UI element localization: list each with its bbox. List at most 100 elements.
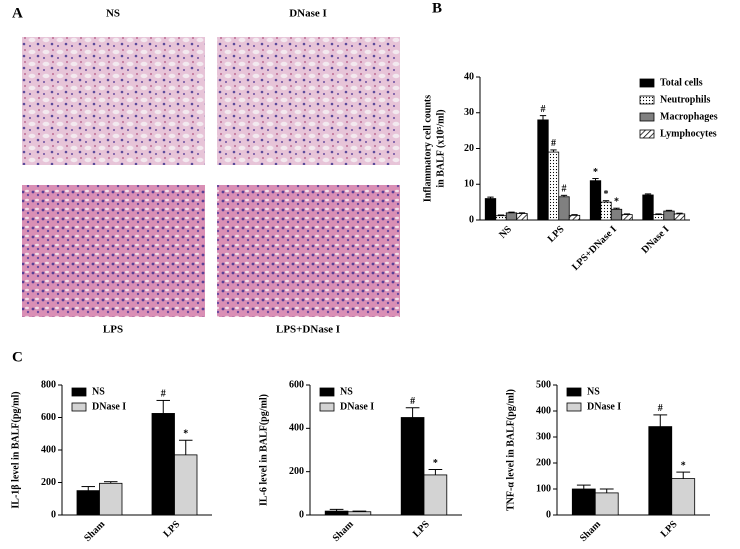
y-tick-label: 600 xyxy=(41,412,56,423)
legend-label: Total cells xyxy=(660,77,703,88)
panel-label: C xyxy=(12,349,23,365)
y-axis-label: Inflammatory cell counts xyxy=(422,95,433,202)
legend-label: Lymphocytes xyxy=(660,128,717,139)
annotation: # xyxy=(541,104,546,115)
legend-label: NS xyxy=(587,386,600,397)
bar xyxy=(174,454,198,516)
y-tick-label: 10 xyxy=(464,179,474,190)
bar xyxy=(76,490,100,516)
bar xyxy=(642,194,654,221)
bar xyxy=(151,413,175,516)
annotation: * xyxy=(183,429,188,440)
y-tick-label: 300 xyxy=(536,431,551,442)
annotation: * xyxy=(433,458,438,469)
y-tick-label: 400 xyxy=(289,423,304,434)
legend-label: NS xyxy=(92,386,105,397)
bar xyxy=(652,214,665,221)
x-tick-label: LPS xyxy=(659,519,680,540)
bar xyxy=(571,488,596,516)
legend-swatch xyxy=(319,387,335,397)
y-tick-label: 200 xyxy=(41,477,56,488)
annotation: * xyxy=(593,167,598,178)
annotation: # xyxy=(562,184,567,195)
image-label: DNase I xyxy=(289,8,327,20)
bar xyxy=(347,511,372,516)
annotation: # xyxy=(410,396,415,407)
y-tick-label: 400 xyxy=(41,444,56,455)
x-tick-label: LPS+DNase I xyxy=(570,224,619,273)
legend-swatch xyxy=(639,129,655,139)
legend-swatch xyxy=(71,402,87,412)
bar xyxy=(324,510,349,516)
y-tick-label: 0 xyxy=(299,509,304,520)
bar xyxy=(648,426,673,516)
x-tick-label: LPS xyxy=(161,519,182,540)
x-tick-label: NS xyxy=(497,224,514,241)
legend-label: Neutrophils xyxy=(660,94,710,105)
bar xyxy=(558,196,570,221)
histology-image xyxy=(217,185,400,317)
legend-swatch xyxy=(566,402,582,412)
bar xyxy=(671,478,696,516)
x-tick-label: Sham xyxy=(82,518,108,544)
annotation: * xyxy=(604,189,609,200)
y-axis-label: IL-6 level in BALF(pg/ml) xyxy=(258,394,269,506)
y-axis-label: TNF-α level in BALF(pg/ml) xyxy=(505,389,516,511)
bar xyxy=(663,210,675,221)
annotation: * xyxy=(681,460,686,471)
annotation: # xyxy=(658,403,663,414)
legend-label: DNase I xyxy=(92,401,126,412)
legend-swatch xyxy=(639,112,655,122)
histology-image xyxy=(22,185,205,317)
bar xyxy=(516,213,528,221)
bar xyxy=(423,474,448,516)
bar xyxy=(495,215,507,221)
bar xyxy=(589,180,602,221)
bar xyxy=(610,208,623,221)
x-tick-label: Sham xyxy=(578,518,604,544)
bar xyxy=(484,198,497,221)
bar xyxy=(537,119,549,221)
bar xyxy=(594,492,619,516)
y-tick-label: 200 xyxy=(289,466,304,477)
image-label: LPS xyxy=(103,324,123,336)
bar xyxy=(400,417,425,516)
y-tick-label: 0 xyxy=(51,509,56,520)
legend-swatch xyxy=(319,402,335,412)
legend-label: Macrophages xyxy=(660,111,718,122)
annotation: * xyxy=(614,196,619,207)
image-label: LPS+DNase I xyxy=(276,324,340,336)
bar xyxy=(99,482,123,516)
y-axis-label: IL-1β level in BALF(pg/ml) xyxy=(10,391,21,508)
y-tick-label: 500 xyxy=(536,379,551,390)
y-axis-label: in BALF (x10⁵/ml) xyxy=(435,109,446,187)
bar xyxy=(505,212,518,221)
legend-swatch xyxy=(639,78,655,88)
x-tick-label: DNase I xyxy=(640,224,672,256)
legend-label: DNase I xyxy=(587,401,621,412)
annotation: # xyxy=(161,389,166,400)
y-tick-label: 100 xyxy=(536,483,551,494)
y-tick-label: 400 xyxy=(536,405,551,416)
bar xyxy=(568,214,581,221)
bar xyxy=(673,213,686,221)
y-tick-label: 40 xyxy=(464,71,474,82)
y-tick-label: 600 xyxy=(289,379,304,390)
bar xyxy=(621,214,633,221)
legend-label: DNase I xyxy=(340,401,374,412)
y-tick-label: 0 xyxy=(469,214,474,225)
y-tick-label: 30 xyxy=(464,107,474,118)
x-tick-label: LPS xyxy=(546,224,567,245)
legend-label: NS xyxy=(340,386,353,397)
legend-swatch xyxy=(566,387,582,397)
bar xyxy=(600,201,612,221)
legend-swatch xyxy=(639,95,655,105)
image-label: NS xyxy=(106,8,120,20)
y-tick-label: 200 xyxy=(536,457,551,468)
annotation: # xyxy=(551,138,556,149)
y-tick-label: 20 xyxy=(464,143,474,154)
x-tick-label: LPS xyxy=(411,519,432,540)
panel-label: A xyxy=(12,5,23,21)
panel-label: B xyxy=(432,0,442,16)
